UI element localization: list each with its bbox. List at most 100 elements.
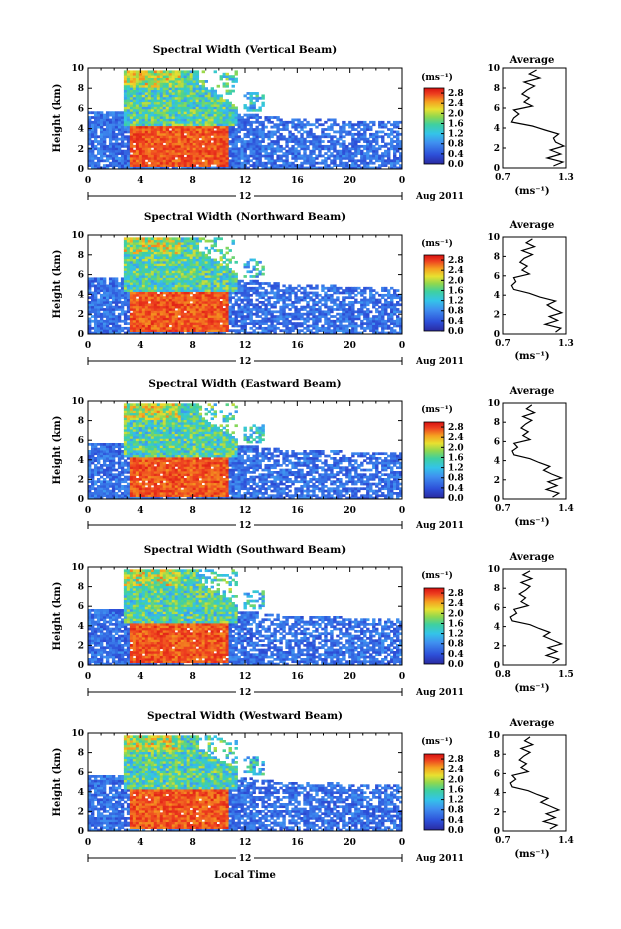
heatmap-cell bbox=[126, 106, 131, 110]
heatmap-cell bbox=[180, 282, 185, 285]
heatmap-cell bbox=[117, 147, 122, 151]
heatmap-cell bbox=[234, 159, 238, 163]
heatmap-cell bbox=[228, 104, 232, 107]
heatmap-cell bbox=[297, 284, 301, 288]
heatmap-cell bbox=[321, 326, 325, 330]
heatmap-cell bbox=[147, 246, 152, 250]
heatmap-cell bbox=[267, 331, 271, 335]
heatmap-cell bbox=[198, 80, 203, 83]
heatmap-cell bbox=[231, 118, 235, 122]
heatmap-cell bbox=[192, 256, 197, 259]
heatmap-cell bbox=[282, 289, 286, 292]
heatmap-cell bbox=[351, 164, 355, 167]
heatmap-cell bbox=[351, 329, 355, 333]
heatmap-cell bbox=[258, 291, 262, 295]
heatmap-cell bbox=[108, 142, 113, 146]
heatmap-cell bbox=[276, 301, 280, 304]
heatmap-cell bbox=[93, 326, 98, 330]
heatmap-cell bbox=[123, 303, 128, 307]
heatmap-cell bbox=[252, 303, 256, 307]
heatmap-cell bbox=[348, 142, 352, 146]
heatmap-cell bbox=[138, 242, 143, 245]
heatmap-cell bbox=[225, 161, 229, 165]
heatmap-cell bbox=[126, 249, 131, 252]
heatmap-cell bbox=[240, 298, 244, 302]
heatmap-cell bbox=[186, 249, 191, 252]
heatmap-cell bbox=[153, 113, 158, 117]
heatmap-cell bbox=[249, 94, 253, 98]
heatmap-cell bbox=[246, 154, 250, 158]
heatmap-cell bbox=[231, 116, 235, 119]
heatmap-cell bbox=[237, 159, 241, 163]
heatmap-cell bbox=[114, 132, 119, 136]
heatmap-cell bbox=[171, 149, 176, 153]
heatmap-cell bbox=[219, 251, 223, 255]
heatmap-cell bbox=[129, 77, 134, 81]
heatmap-cell bbox=[342, 130, 346, 134]
heatmap-cell bbox=[201, 317, 206, 321]
heatmap-cell bbox=[153, 125, 158, 129]
heatmap-cell bbox=[282, 317, 286, 321]
heatmap-cell bbox=[162, 249, 167, 252]
heatmap-cell bbox=[123, 89, 128, 93]
heatmap-cell bbox=[198, 308, 203, 311]
heatmap-cell bbox=[147, 265, 152, 269]
heatmap-cell bbox=[183, 147, 188, 151]
heatmap-cell bbox=[165, 301, 170, 304]
heatmap-cell bbox=[285, 152, 289, 155]
heatmap-cell bbox=[375, 147, 379, 151]
heatmap-cell bbox=[150, 284, 155, 288]
heatmap-cell bbox=[171, 111, 176, 115]
heatmap-cell bbox=[327, 331, 331, 335]
heatmap-cell bbox=[141, 263, 146, 267]
heatmap-cell bbox=[132, 237, 137, 241]
heatmap-cell bbox=[264, 305, 268, 309]
heatmap-cell bbox=[219, 310, 223, 314]
heatmap-cell bbox=[126, 263, 131, 267]
heatmap-cell bbox=[348, 125, 352, 129]
heatmap-cell bbox=[144, 96, 149, 100]
heatmap-cell bbox=[180, 284, 185, 288]
heatmap-cell bbox=[237, 331, 241, 335]
heatmap-cell bbox=[177, 291, 182, 295]
heatmap-cell bbox=[189, 164, 194, 167]
heatmap-cell bbox=[198, 144, 203, 148]
heatmap-cell bbox=[282, 296, 286, 300]
heatmap-cell bbox=[165, 137, 170, 141]
heatmap-cell bbox=[222, 282, 226, 285]
heatmap-cell bbox=[315, 140, 319, 143]
heatmap-cell bbox=[126, 125, 131, 129]
heatmap-cell bbox=[306, 315, 310, 318]
heatmap-cell bbox=[162, 106, 167, 110]
heatmap-cell bbox=[213, 322, 217, 325]
heatmap-cell bbox=[186, 116, 191, 119]
heatmap-cell bbox=[114, 140, 119, 143]
heatmap-cell bbox=[315, 322, 319, 325]
heatmap-cell bbox=[192, 322, 197, 325]
heatmap-cell bbox=[162, 147, 167, 151]
heatmap-cell bbox=[168, 296, 173, 300]
heatmap-cell bbox=[159, 159, 164, 163]
heatmap-cell bbox=[270, 164, 274, 167]
heatmap-cell bbox=[192, 251, 197, 255]
heatmap-cell bbox=[135, 118, 140, 122]
heatmap-cell bbox=[186, 137, 191, 141]
heatmap-cell bbox=[285, 120, 289, 124]
colorbar-tick-label: 2.4 bbox=[448, 99, 464, 109]
heatmap-cell bbox=[363, 123, 367, 127]
heatmap-cell bbox=[225, 305, 229, 309]
heatmap-cell bbox=[222, 120, 226, 124]
heatmap-cell bbox=[288, 289, 292, 292]
heatmap-cell bbox=[123, 268, 128, 271]
heatmap-cell bbox=[396, 140, 400, 143]
heatmap-cell bbox=[123, 291, 128, 295]
heatmap-cell bbox=[225, 132, 229, 136]
heatmap-cell bbox=[126, 301, 131, 304]
heatmap-cell bbox=[258, 315, 262, 318]
heatmap-cell bbox=[150, 75, 155, 79]
heatmap-cell bbox=[135, 244, 140, 248]
heatmap-cell bbox=[138, 144, 143, 148]
heatmap-cell bbox=[303, 291, 307, 295]
heatmap-cell bbox=[123, 130, 128, 134]
